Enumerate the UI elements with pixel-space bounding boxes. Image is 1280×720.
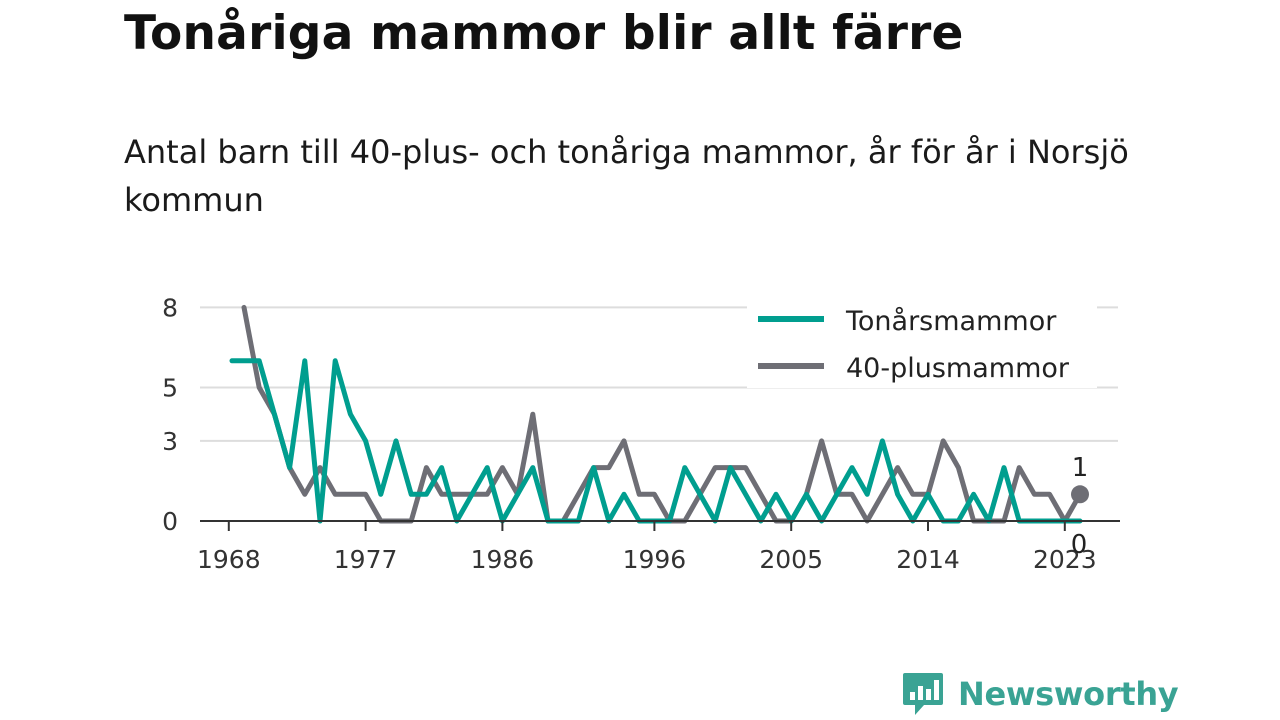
- end-label-teen: 0: [1071, 530, 1088, 560]
- x-tick-label: 1977: [334, 545, 398, 574]
- end-label-forty: 1: [1072, 453, 1089, 483]
- newsworthy-logo: Newsworthy: [902, 670, 1179, 718]
- chart-title: Tonåriga mammor blir allt färre: [124, 6, 964, 61]
- x-tick-label: 1996: [623, 545, 687, 574]
- x-tick-label: 1968: [197, 545, 261, 574]
- x-tick-label: 2023: [1033, 545, 1097, 574]
- legend-label-forty: 40-plusmammor: [846, 353, 1070, 384]
- y-tick-label: 0: [162, 507, 178, 536]
- end-markers: 10: [1071, 453, 1089, 560]
- legend-label-teen: Tonårsmammor: [845, 306, 1057, 337]
- legend-background: [747, 296, 1097, 388]
- x-tick-label: 2014: [896, 545, 960, 574]
- y-axis-ticks: 0 3 5 8: [162, 293, 178, 536]
- y-tick-label: 8: [162, 293, 178, 322]
- x-tick-label: 1986: [471, 545, 535, 574]
- end-marker-forty: [1071, 485, 1089, 504]
- x-tick-label: 2005: [759, 545, 823, 574]
- y-tick-label: 3: [162, 427, 178, 456]
- y-tick-label: 5: [162, 374, 178, 403]
- x-axis: 1968 1977 1986 1996 2005 2014 2023: [197, 520, 1120, 574]
- chart-subtitle: Antal barn till 40-plus- och tonåriga ma…: [124, 133, 1129, 219]
- legend: Tonårsmammor 40-plusmammor: [747, 296, 1097, 388]
- newsworthy-chart-icon: [903, 673, 943, 715]
- logo-text: Newsworthy: [958, 675, 1179, 713]
